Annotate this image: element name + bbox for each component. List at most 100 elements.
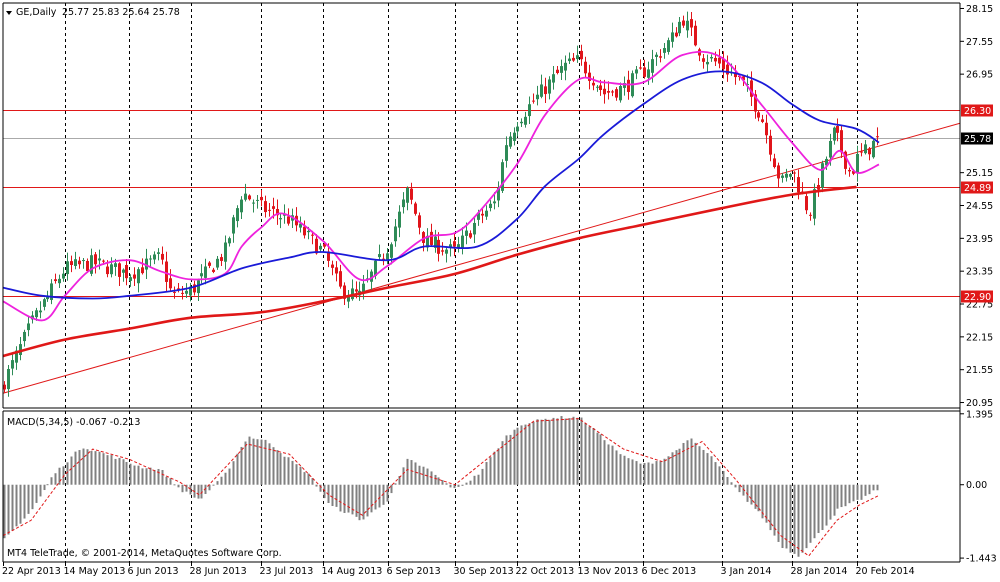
candle-bear — [588, 72, 591, 81]
candle-bear — [248, 195, 251, 200]
candle-bear — [410, 188, 413, 200]
candle-bull — [351, 288, 354, 300]
time-axis: 22 Apr 2013 14 May 2013 6 Jun 2013 28 Jun 2… — [2, 562, 915, 577]
level-label: 24.89 — [964, 183, 991, 194]
candle-bear — [94, 254, 97, 265]
macd-histogram-bar — [86, 449, 89, 485]
candle-bear — [414, 203, 417, 214]
candle-bear — [761, 119, 764, 122]
macd-histogram-bar — [655, 461, 658, 485]
candle-bull — [46, 295, 49, 300]
macd-histogram-bar — [698, 446, 701, 485]
macd-histogram-bar — [785, 484, 788, 549]
candle-bear — [453, 241, 456, 247]
candle-bull — [493, 201, 496, 204]
level-label: 22.90 — [964, 292, 991, 303]
symbol-label: GE,Daily — [16, 7, 57, 18]
candle-bull — [856, 153, 859, 174]
x-tick-label: 22 Apr 2013 — [2, 566, 61, 577]
macd-histogram-bar — [157, 468, 160, 485]
macd-y-tick-label: -1.443 — [966, 554, 997, 565]
macd-histogram-bar — [133, 465, 136, 485]
macd-y-tick-label: 0.00 — [966, 480, 987, 491]
candle-bull — [449, 244, 452, 248]
pane-frames — [2, 2, 961, 563]
macd-histogram-bar — [580, 417, 583, 485]
candle-bear — [868, 148, 871, 155]
candle-bull — [671, 32, 674, 42]
macd-histogram-bar — [564, 418, 567, 485]
candle-bear — [268, 209, 271, 211]
candle-bull — [785, 173, 788, 178]
level-label-box — [961, 290, 993, 303]
macd-histogram-bar — [351, 484, 354, 515]
candle-bull — [197, 280, 200, 294]
candle-bear — [726, 64, 729, 75]
macd-histogram-bar — [264, 439, 267, 485]
candle-bull — [576, 55, 579, 60]
candle-bear — [169, 278, 172, 289]
macd-histogram-bar — [793, 484, 796, 554]
macd-histogram-bar — [11, 484, 14, 531]
candle-bull — [50, 283, 53, 300]
candle-bull — [394, 226, 397, 242]
candle-bull — [145, 258, 148, 270]
macd-histogram-bar — [449, 484, 452, 488]
macd-histogram-bar — [777, 484, 780, 542]
macd-histogram-bar — [556, 418, 559, 485]
macd-histogram-bar — [299, 466, 302, 485]
candle-bull — [651, 59, 654, 73]
candle-bull — [402, 199, 405, 208]
macd-histogram-bar — [536, 419, 539, 485]
candle-bull — [224, 242, 227, 262]
macd-histogram-bar — [773, 484, 776, 536]
candle-bull — [596, 86, 599, 88]
macd-histogram-bar — [129, 463, 132, 485]
macd-histogram-bar — [682, 442, 685, 485]
candle-bull — [520, 121, 523, 124]
x-tick-label: 6 Dec 2013 — [642, 566, 697, 577]
trendline — [2, 122, 961, 394]
macd-histogram-bar — [453, 484, 456, 489]
candle-bear — [469, 233, 472, 238]
macd-histogram-bar — [493, 451, 496, 485]
x-tick-label: 22 Oct 2013 — [516, 566, 575, 577]
candle-bear — [532, 100, 535, 102]
symbol-header: GE,Daily 25.77 25.83 25.64 25.78 — [6, 7, 180, 18]
macd-histogram-bar — [125, 461, 128, 485]
macd-histogram-bar — [291, 460, 294, 485]
macd-histogram-bar — [631, 459, 634, 485]
candle-bear — [592, 82, 595, 86]
macd-pane — [2, 416, 880, 557]
candle-bull — [667, 40, 670, 52]
candle-bear — [125, 264, 128, 279]
candle-bull — [35, 310, 38, 318]
macd-histogram-bar — [295, 464, 298, 485]
candle-bear — [165, 261, 168, 282]
macd-histogram-bar — [426, 468, 429, 485]
macd-histogram-bar — [524, 424, 527, 485]
candle-bear — [714, 57, 717, 62]
candle-bull — [540, 84, 543, 97]
candle-bear — [852, 171, 855, 174]
macd-histogram-bar — [761, 484, 764, 519]
chevron-down-icon[interactable] — [6, 11, 12, 15]
candle-bull — [82, 260, 85, 262]
macd-histogram-bar — [651, 463, 654, 485]
candle-bear — [750, 80, 753, 97]
macd-histogram-bar — [272, 447, 275, 485]
candle-bull — [58, 278, 61, 284]
macd-histogram-bar — [382, 484, 385, 505]
macd-histogram-bar — [402, 467, 405, 485]
candle-bull — [98, 258, 101, 261]
macd-histogram-bar — [39, 484, 42, 497]
candle-bull — [157, 252, 160, 254]
candle-bull — [347, 296, 350, 302]
macd-histogram-bar — [781, 484, 784, 549]
candle-bull — [710, 56, 713, 59]
candle-bear — [118, 263, 121, 277]
macd-histogram-bar — [90, 451, 93, 485]
macd-histogram-bar — [856, 484, 859, 500]
